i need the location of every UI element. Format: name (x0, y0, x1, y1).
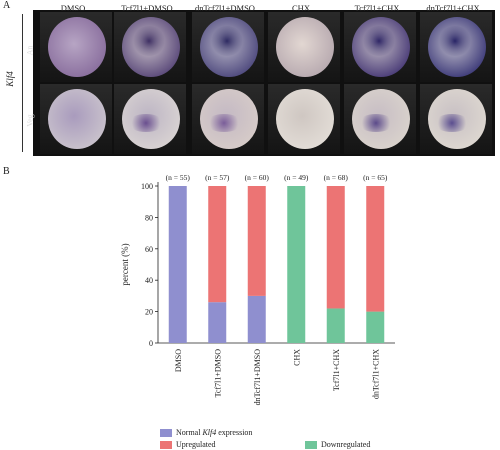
y-tick-label: 60 (145, 245, 153, 254)
legend-downregulated: Downregulated (305, 440, 370, 449)
embryo-photo-an-5 (420, 12, 492, 82)
legend-swatch-up (160, 440, 172, 449)
staining-region (132, 26, 166, 56)
bar-up-5 (366, 186, 385, 312)
embryo-photo-an-0 (40, 12, 112, 82)
legend-swatch-down (305, 440, 317, 449)
y-tick-label: 0 (149, 339, 153, 348)
embryo (276, 89, 334, 149)
embryo-photo-veg-0 (40, 84, 112, 154)
bar-down-5 (366, 311, 385, 343)
staining-region (362, 26, 396, 56)
x-tick-label-1: Tcf7l1+DMSO (213, 349, 222, 398)
column-label-4: Tcf7l1+CHX (354, 3, 400, 13)
embryo-photo-veg-1 (114, 84, 186, 154)
staining-region (434, 114, 470, 132)
bar-normal-2 (247, 295, 266, 343)
bar-up-1 (208, 186, 227, 303)
embryo-photo-veg-2 (192, 84, 264, 154)
bar-down-3 (287, 186, 306, 343)
row-bracket (22, 14, 23, 152)
bar-up-4 (326, 186, 345, 309)
x-tick-label-5: dnTcf7l1+CHX (371, 349, 380, 399)
column-label-2: dnTcf7l1+DMSO (195, 3, 255, 13)
bar-normal-0 (168, 186, 187, 343)
x-tick-label-0: DMSO (174, 349, 183, 372)
bar-normal-1 (208, 302, 227, 343)
embryo-photo-an-4 (344, 12, 416, 82)
n-label-0: (n = 55) (166, 173, 191, 182)
panel-a-letter: A (3, 0, 11, 11)
y-tick-label: 20 (145, 308, 153, 317)
staining-region (210, 26, 244, 56)
x-tick-label-2: dnTcf7l1+DMSO (253, 349, 262, 406)
staining-region (358, 114, 394, 132)
embryo-photo-veg-5 (420, 84, 492, 154)
x-tick-label-3: CHX (292, 349, 301, 366)
embryo (276, 17, 334, 77)
legend-normal: Normal Klf4 expression (160, 428, 252, 437)
column-label-5: dnTcf7l1+CHX (426, 3, 480, 13)
y-tick-label: 100 (141, 182, 153, 191)
staining-region (438, 26, 472, 56)
embryo (48, 89, 106, 149)
x-tick-label-4: Tcf7l1+CHX (332, 349, 341, 391)
n-label-4: (n = 68) (324, 173, 349, 182)
y-tick-label: 80 (145, 213, 153, 222)
column-label-0: DMSO (60, 3, 86, 13)
y-axis-label: percent (%) (120, 243, 130, 285)
legend-label-normal: Normal Klf4 expression (176, 428, 253, 437)
embryo-photo-an-2 (192, 12, 264, 82)
n-label-3: (n = 49) (284, 173, 309, 182)
n-label-1: (n = 57) (205, 173, 230, 182)
staining-region (128, 114, 164, 132)
embryo-photo-an-3 (268, 12, 340, 82)
bar-down-4 (326, 308, 345, 343)
embryo-photo-veg-4 (344, 84, 416, 154)
embryo (48, 17, 106, 77)
n-label-5: (n = 65) (363, 173, 388, 182)
legend-label-down: Downregulated (321, 440, 371, 449)
embryo-photo-an-1 (114, 12, 186, 82)
n-label-2: (n = 60) (245, 173, 270, 182)
column-label-1: Tcf7l1+DMSO (121, 3, 173, 13)
legend-upregulated: Upregulated (160, 440, 216, 449)
y-tick-label: 40 (145, 276, 153, 285)
legend-swatch-normal (160, 428, 172, 437)
legend-label-up: Upregulated (176, 440, 216, 449)
panel-b-letter: B (3, 166, 10, 177)
staining-region (206, 114, 242, 132)
embryo-photo-veg-3 (268, 84, 340, 154)
bar-up-2 (247, 186, 266, 296)
column-label-3: CHX (292, 3, 310, 13)
